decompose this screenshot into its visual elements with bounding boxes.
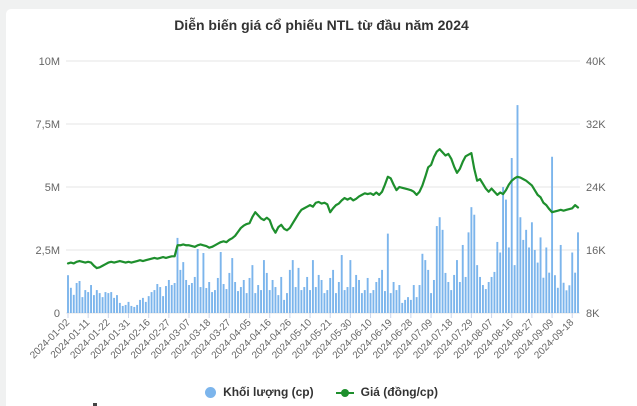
svg-text:10M: 10M	[39, 56, 60, 68]
x-axis-labels: 2024-01-022024-01-112024-01-222024-01-31…	[28, 317, 576, 361]
left-axis-labels: 10M 7,5M 5M 2,5M 0	[36, 56, 60, 320]
volume-bars-series[interactable]	[67, 105, 579, 313]
svg-text:16K: 16K	[586, 245, 606, 257]
chart-legend: Khối lượng (cp) Giá (đồng/cp)	[6, 385, 637, 399]
svg-text:7,5M: 7,5M	[36, 119, 60, 131]
legend-item-volume[interactable]: Khối lượng (cp)	[205, 385, 314, 399]
svg-text:8K: 8K	[586, 308, 600, 320]
chart-title: Diễn biến giá cổ phiếu NTL từ đầu năm 20…	[174, 17, 469, 33]
svg-text:40K: 40K	[586, 56, 606, 68]
svg-text:24K: 24K	[586, 182, 606, 194]
x-axis-ticks	[67, 313, 573, 318]
legend-volume-label: Khối lượng (cp)	[223, 385, 314, 399]
legend-price-label: Giá (đồng/cp)	[360, 385, 438, 399]
chart-card: Diễn biến giá cổ phiếu NTL từ đầu năm 20…	[6, 9, 637, 406]
price-series-marker-icon	[335, 387, 354, 398]
legend-item-price[interactable]: Giá (đồng/cp)	[335, 385, 438, 399]
price-line-series[interactable]	[66, 148, 580, 270]
volume-series-marker-icon	[205, 386, 217, 398]
right-axis-labels: 40K 32K 24K 16K 8K	[586, 56, 606, 320]
svg-text:32K: 32K	[586, 119, 606, 131]
svg-text:0: 0	[54, 308, 60, 320]
svg-text:2,5M: 2,5M	[36, 245, 60, 257]
svg-text:5M: 5M	[45, 182, 60, 194]
cropped-text-fragment	[93, 403, 97, 406]
